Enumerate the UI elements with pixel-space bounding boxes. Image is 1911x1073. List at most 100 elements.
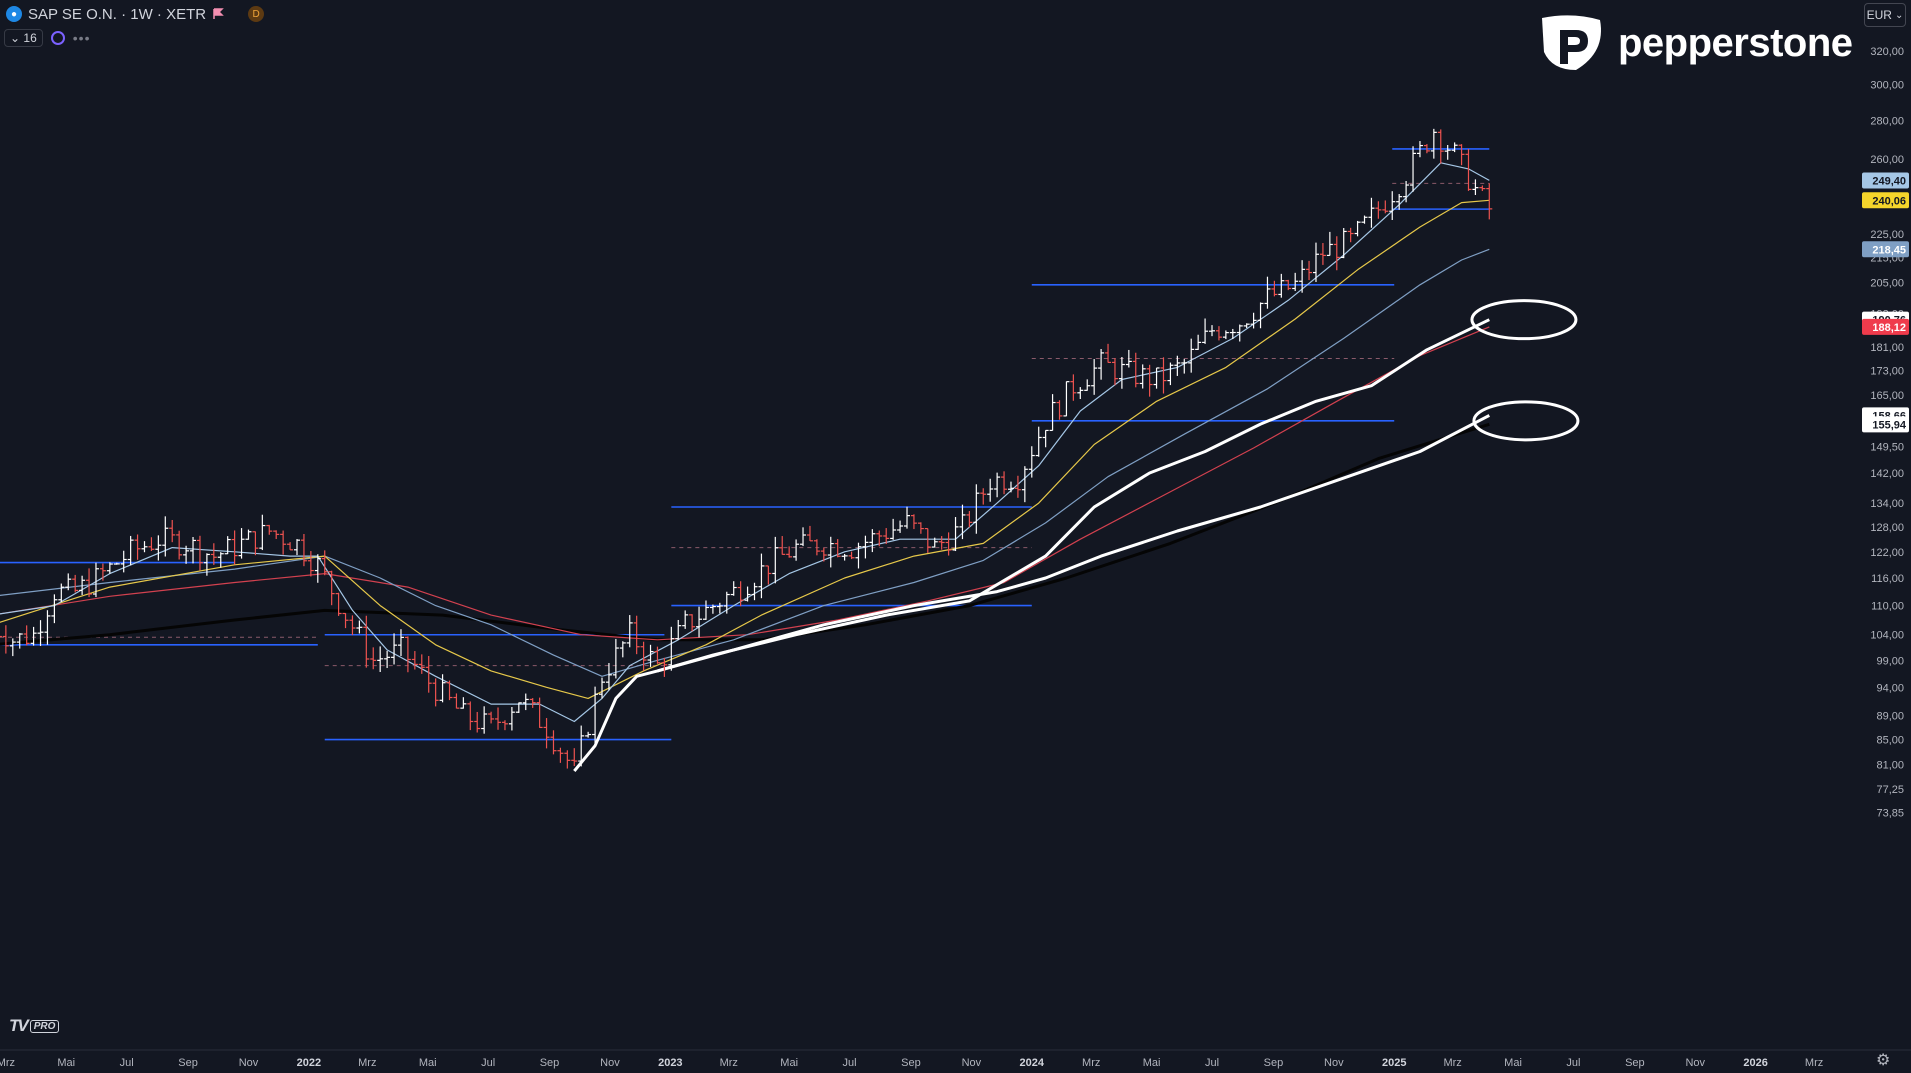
price-tag-bg — [1862, 241, 1909, 258]
series-ma-black — [0, 422, 1490, 646]
x-tick-label: Mai — [57, 1057, 75, 1069]
y-tick-label: 116,00 — [1871, 573, 1904, 585]
series-ma-white-lower — [657, 414, 1490, 673]
y-axis-area — [1526, 0, 1911, 858]
symbol-header[interactable]: ● SAP SE O.N. · 1W · XETR D — [6, 4, 265, 24]
annotation-ellipse-1 — [1472, 400, 1580, 442]
x-tick-label: Mai — [419, 1057, 437, 1069]
y-tick-label: 110,00 — [1871, 601, 1904, 613]
y-tick-label: 225,00 — [1870, 229, 1904, 241]
price-tag-label: 240,06 — [1872, 195, 1906, 207]
x-tick-label: Jul — [120, 1057, 134, 1069]
pro-badge: PRO — [29, 1019, 60, 1033]
annotation-ellipse-0 — [1470, 299, 1578, 341]
x-tick-label: Mai — [1143, 1057, 1161, 1069]
price-tag-bg — [1862, 318, 1909, 335]
y-tick-label: 73,85 — [1876, 808, 1904, 820]
tradingview-badge: TV PRO — [9, 1016, 60, 1036]
price-tag-label: 249,40 — [1872, 175, 1906, 187]
y-tick-label: 165,00 — [1870, 390, 1904, 402]
price-tag-label: 218,45 — [1872, 244, 1906, 256]
y-axis: 320,00300,00280,00260,00240,00225,00215,… — [1526, 0, 1911, 858]
price-tag-bg — [1862, 416, 1909, 433]
y-tick-label: 260,00 — [1870, 154, 1904, 166]
x-tick-label: Mrz — [1443, 1057, 1461, 1069]
x-tick-label: Mrz — [358, 1057, 376, 1069]
y-tick-label: 128,00 — [1870, 522, 1904, 534]
series-ma-fast — [0, 162, 1490, 723]
price-tags: 249,40240,06218,45190,76188,12158,66155,… — [1862, 172, 1909, 433]
x-tick-label: Mrz — [720, 1057, 738, 1069]
price-bars — [0, 128, 1493, 769]
x-tick-label: Nov — [239, 1057, 259, 1069]
series-ma-mid — [0, 199, 1490, 699]
indicator-count-toggle[interactable]: ⌄ 16 — [4, 29, 43, 47]
indicator-icon[interactable] — [50, 31, 65, 45]
x-tick-label: Sep — [178, 1057, 198, 1069]
x-tick-label: Sep — [1264, 1057, 1284, 1069]
x-tick-label: Jul — [1205, 1057, 1219, 1069]
price-tag-label: 188,12 — [1872, 322, 1906, 334]
chevron-down-icon: ⌄ — [1894, 9, 1904, 21]
x-tick-label: Mai — [1504, 1057, 1522, 1069]
y-tick-label: 142,00 — [1870, 468, 1904, 480]
delayed-badge[interactable]: D — [248, 6, 265, 22]
y-tick-label: 104,00 — [1870, 630, 1904, 642]
flag-icon[interactable] — [212, 8, 224, 20]
annotations — [1470, 299, 1580, 442]
y-tick-label: 320,00 — [1870, 46, 1904, 58]
x-tick-label: 2025 — [1382, 1057, 1406, 1069]
currency-label: EUR — [1866, 8, 1892, 22]
y-tick-label: 77,25 — [1876, 784, 1904, 796]
sap-logo-icon: ● — [6, 6, 22, 22]
x-tick-label: Jul — [1566, 1057, 1580, 1069]
y-tick-label: 134,00 — [1870, 498, 1904, 510]
moving-averages — [0, 162, 1490, 772]
pepperstone-mark-icon — [1542, 15, 1601, 70]
currency-selector[interactable]: EUR ⌄ — [1864, 3, 1906, 27]
chevron-down-icon: ⌄ — [10, 31, 21, 45]
indicator-count: 16 — [23, 31, 37, 45]
x-tick-label: Sep — [901, 1057, 921, 1069]
y-tick-label: 181,00 — [1870, 342, 1904, 354]
pepperstone-logo: pepperstone — [1538, 12, 1853, 74]
x-tick-label: 2026 — [1743, 1057, 1767, 1069]
x-tick-label: 2022 — [297, 1057, 321, 1069]
x-tick-label: Nov — [600, 1057, 620, 1069]
x-tick-label: Nov — [1324, 1057, 1344, 1069]
series-ma-white-upper — [573, 318, 1490, 772]
y-tick-label: 173,00 — [1870, 365, 1904, 377]
indicator-toolbar: ⌄ 16 ••• — [4, 29, 90, 47]
x-tick-label: Nov — [1685, 1057, 1705, 1069]
y-tick-label: 89,00 — [1876, 711, 1904, 723]
horizontal-levels — [0, 148, 1490, 741]
x-axis: Mrz Mai Jul Sep Nov 2022 Mrz Mai Jul Sep Nov 2023 Mr… — [0, 1049, 1911, 1069]
y-tick-label: 85,00 — [1876, 735, 1904, 747]
logo-text: pepperstone — [1618, 20, 1853, 65]
more-icon[interactable]: ••• — [72, 30, 91, 46]
y-tick-label: 122,00 — [1870, 547, 1904, 559]
y-tick-label: 81,00 — [1876, 760, 1904, 772]
x-tick-label: Jul — [481, 1057, 495, 1069]
symbol-title[interactable]: SAP SE O.N. · 1W · XETR — [28, 5, 207, 23]
x-tick-label: Mrz — [1082, 1057, 1100, 1069]
price-tag-bg — [1862, 172, 1909, 189]
x-tick-label: Mai — [780, 1057, 798, 1069]
price-tag-label: 155,94 — [1872, 419, 1907, 431]
y-tick-label: 149,50 — [1870, 441, 1904, 453]
gear-icon[interactable]: ⚙ — [1876, 1052, 1891, 1069]
x-tick-label: Sep — [540, 1057, 560, 1069]
series-ma-red — [0, 326, 1490, 641]
x-tick-label: Mrz — [1805, 1057, 1823, 1069]
y-tick-label: 280,00 — [1870, 115, 1904, 127]
y-tick-label: 300,00 — [1870, 80, 1904, 92]
price-tag-bg — [1862, 192, 1909, 209]
series-ma-slate — [0, 248, 1490, 677]
tradingview-logo-icon: TV — [9, 1016, 29, 1035]
y-tick-label: 99,00 — [1876, 655, 1904, 667]
x-tick-label: 2023 — [658, 1057, 682, 1069]
y-tick-label: 94,00 — [1876, 682, 1904, 694]
x-tick-label: Sep — [1625, 1057, 1645, 1069]
x-tick-label: Jul — [843, 1057, 857, 1069]
